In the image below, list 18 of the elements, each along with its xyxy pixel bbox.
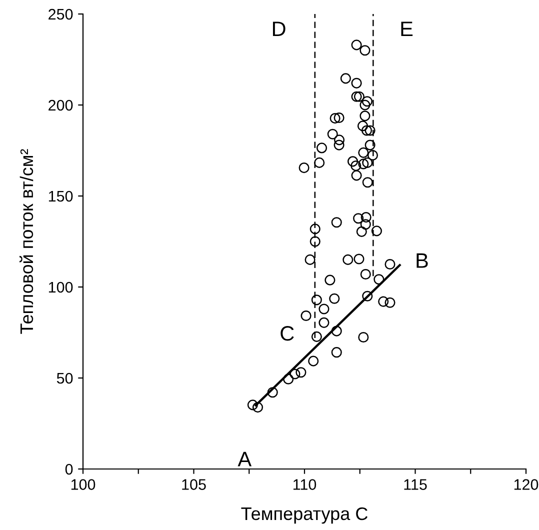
y-tick-label: 100 [48, 282, 73, 293]
x-tick-label: 105 [182, 479, 206, 490]
y-tick-label: 250 [48, 8, 73, 20]
x-tick-label: 110 [293, 479, 316, 490]
annotation: D [272, 22, 286, 36]
x-tick-label: 115 [404, 479, 427, 490]
x-tick-label: 100 [71, 479, 96, 490]
x-axis-title: Температура С [241, 507, 368, 524]
annotation: B [416, 253, 428, 268]
y-axis-title: Тепловой поток вт/см² [20, 149, 34, 334]
y-tick-label: 50 [56, 372, 73, 384]
annotation: A [238, 452, 252, 466]
annotation: C [280, 326, 294, 341]
y-tick-label: 0 [65, 464, 73, 475]
y-tick-label: 150 [48, 190, 73, 202]
x-tick-label: 120 [514, 479, 538, 490]
y-tick-label: 200 [48, 100, 73, 111]
annotation: E [401, 22, 413, 36]
